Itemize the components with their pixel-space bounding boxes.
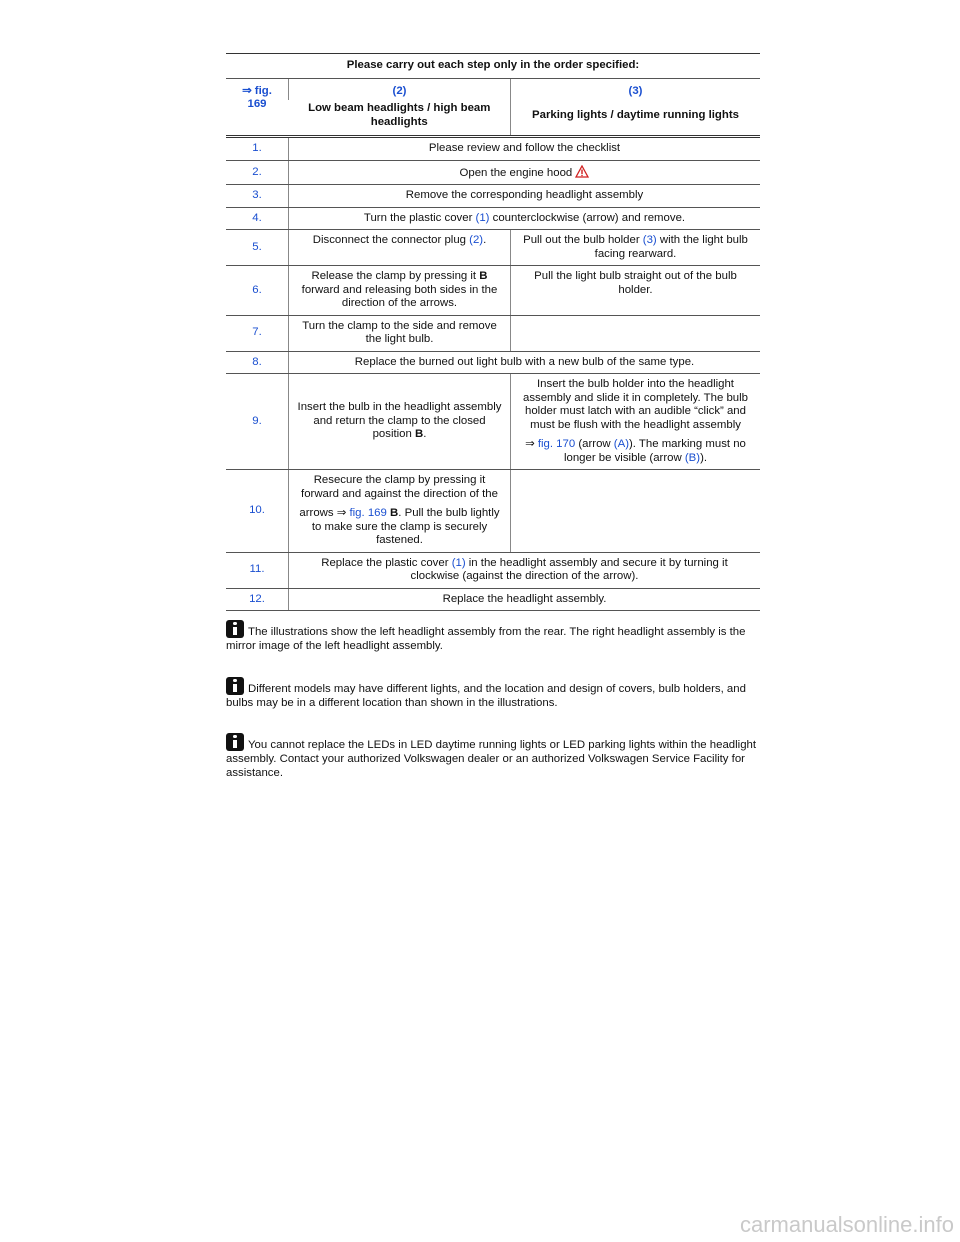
step: 10. — [226, 469, 289, 553]
caption: Please carry out each step only in the o… — [226, 53, 760, 79]
cell: Turn the clamp to the side and remove th… — [288, 315, 511, 352]
step: 11. — [226, 552, 289, 589]
text: Disconnect the connector plug — [312, 234, 470, 246]
col-number: (3) — [510, 78, 760, 100]
ref: (B) — [684, 451, 701, 464]
text: Replace the plastic cover — [321, 556, 452, 569]
text: . — [423, 428, 427, 441]
text: Release the clamp by pressing it — [311, 270, 480, 282]
note-text: Different models may have different ligh… — [226, 683, 746, 709]
cell: Disconnect the connector plug (2). — [288, 229, 511, 266]
step: 9. — [226, 373, 289, 470]
step: 12. — [226, 588, 289, 611]
fig-ref[interactable]: ⇒ fig. 169 — [226, 78, 289, 138]
info-icon — [226, 677, 244, 695]
cell: Turn the plastic cover (1) counterclockw… — [288, 207, 760, 230]
ref: (A) — [613, 438, 629, 450]
step: 5. — [226, 229, 289, 266]
text: Replace the headlight assembly. — [442, 592, 607, 605]
watermark: carmanualsonline.info — [739, 1212, 954, 1237]
info-icon — [226, 620, 244, 638]
step: 2. — [226, 160, 289, 185]
text: in the headlight assembly and secure it … — [410, 556, 728, 583]
text: . Pull the bulb lightly to make sure the… — [311, 507, 500, 546]
text: Pull the light bulb straight out of the … — [534, 270, 737, 296]
note: The illustrations show the left headligh… — [226, 620, 766, 653]
cell: Pull out the bulb holder (3) with the li… — [510, 229, 760, 266]
col-title: Parking lights / daytime running lights — [510, 100, 760, 138]
fig-link[interactable]: fig. 170 — [537, 438, 576, 450]
cell: Remove the corresponding headlight assem… — [288, 184, 760, 208]
cell: Insert the bulb holder into the headligh… — [510, 373, 760, 470]
step: 6. — [226, 265, 289, 316]
cell: Please review and follow the checklist — [288, 136, 760, 161]
cell: Replace the headlight assembly. — [288, 588, 760, 611]
ref: (3) — [642, 234, 657, 246]
cell — [510, 315, 760, 352]
text: with the light bulb facing rearward. — [594, 234, 748, 260]
text: ⇒ — [525, 438, 538, 450]
text: Resecure the clamp by pressing it forwar… — [301, 474, 498, 500]
cell: Replace the burned out light bulb with a… — [288, 351, 760, 374]
text: Remove the corresponding headlight assem… — [405, 189, 644, 201]
text: Turn the plastic cover — [363, 211, 476, 224]
step: 1. — [226, 136, 289, 161]
text: arrows ⇒ — [299, 507, 350, 519]
cell: Insert the bulb in the headlight assembl… — [288, 373, 511, 470]
step: 4. — [226, 207, 289, 230]
text: forward and releasing both sides in the … — [301, 283, 498, 310]
ref: (2) — [469, 234, 484, 246]
col-title: Low beam headlights / high beam headligh… — [288, 100, 511, 138]
step: 3. — [226, 184, 289, 208]
text: Insert the bulb in the headlight assembl… — [297, 401, 502, 441]
note-text: The illustrations show the left headligh… — [226, 626, 746, 652]
cell: Pull the light bulb straight out of the … — [510, 265, 760, 316]
text: Please review and follow the checklist — [428, 142, 621, 154]
text: Turn the clamp to the side and remove th… — [302, 319, 497, 346]
text: Replace the burned out light bulb with a… — [354, 355, 695, 368]
text: (arrow — [575, 438, 614, 450]
step: 8. — [226, 351, 289, 374]
cell: Resecure the clamp by pressing it forwar… — [288, 469, 511, 553]
ref: (1) — [451, 556, 466, 569]
info-icon — [226, 733, 244, 751]
fig-link[interactable]: fig. 169 — [349, 507, 387, 519]
text: Pull out the bulb holder — [523, 234, 643, 246]
cell: Replace the plastic cover (1) in the hea… — [288, 552, 760, 589]
cell: Release the clamp by pressing it B forwa… — [288, 265, 511, 316]
text: Insert the bulb holder into the headligh… — [523, 378, 748, 431]
label-b: B — [415, 428, 424, 441]
cell — [510, 469, 760, 553]
text: Open the engine hood — [459, 166, 573, 179]
label-b: B — [386, 507, 399, 519]
step: 7. — [226, 315, 289, 352]
label-b: B — [479, 270, 488, 282]
cell: Open the engine hood — [288, 160, 760, 185]
text: ). The marking must no longer be visible… — [563, 438, 746, 464]
ref: (1) — [475, 211, 490, 224]
note: Different models may have different ligh… — [226, 677, 766, 710]
text: ). — [700, 451, 708, 464]
text: . — [483, 234, 487, 246]
col-number: (2) — [288, 78, 511, 100]
text: counterclockwise (arrow) and remove. — [489, 211, 686, 224]
warning-icon — [575, 164, 590, 178]
steps-table: Please carry out each step only in the o… — [226, 53, 760, 611]
note: You cannot replace the LEDs in LED dayti… — [226, 733, 766, 780]
note-text: You cannot replace the LEDs in LED dayti… — [226, 739, 757, 779]
